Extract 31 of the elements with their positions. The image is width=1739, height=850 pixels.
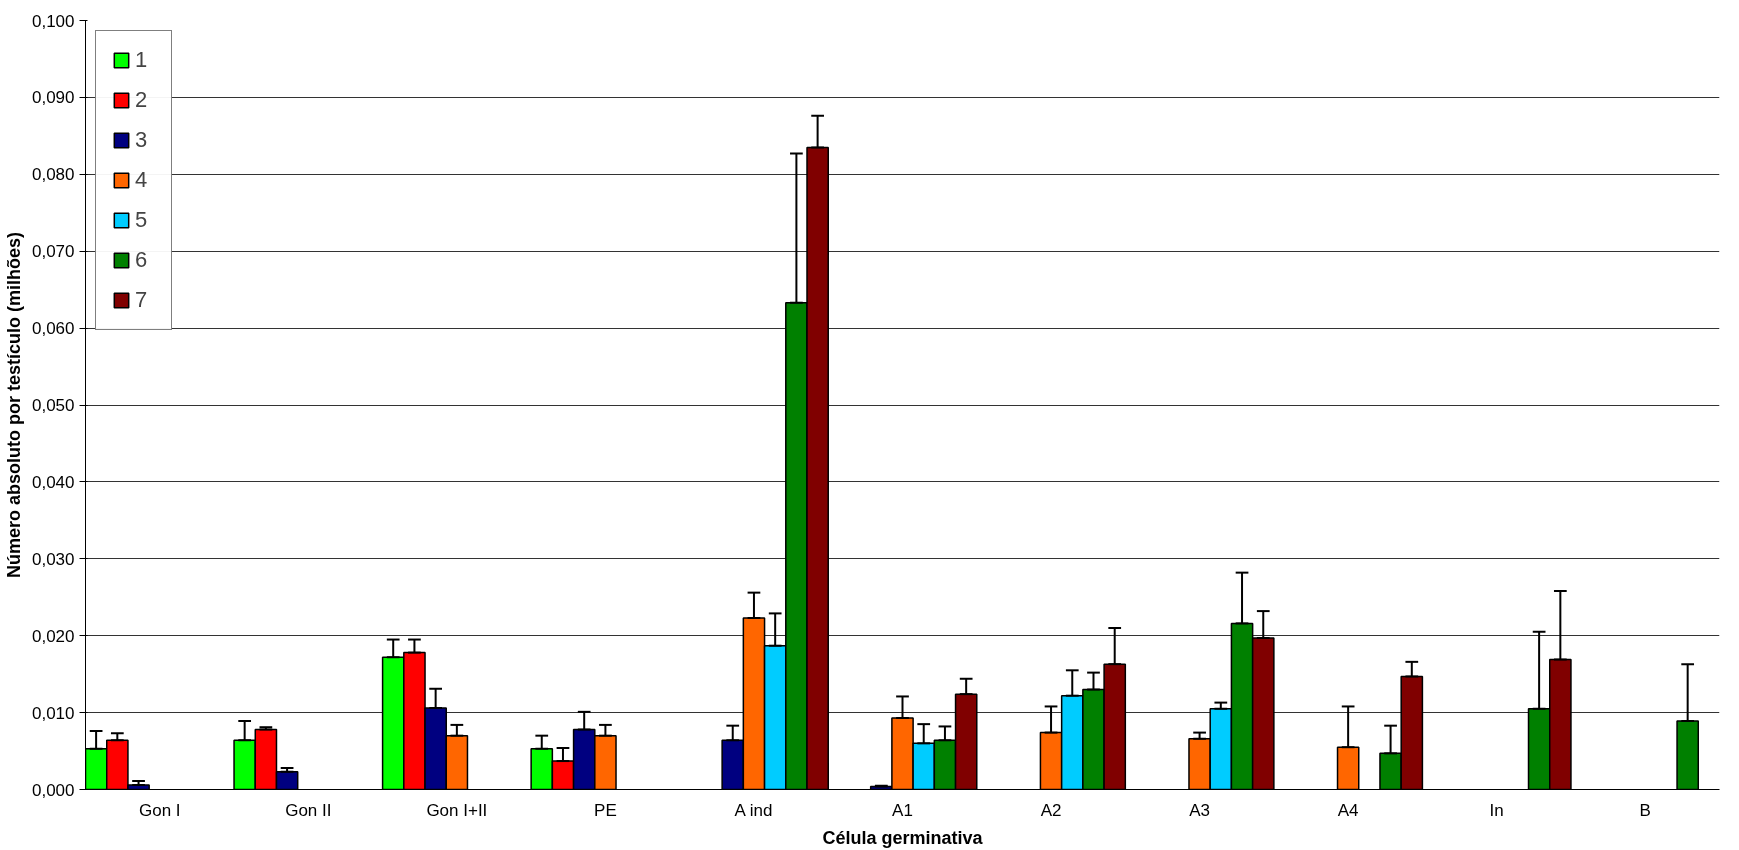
- x-tick-label: A1: [892, 800, 913, 820]
- x-axis-title: Célula germinativa: [822, 827, 984, 848]
- x-tick-label: B: [1639, 800, 1651, 820]
- x-tick-label: A2: [1040, 800, 1062, 820]
- y-tick-label: 0,060: [31, 319, 75, 339]
- legend-label: 5: [135, 207, 149, 233]
- x-tick-label: Gon I: [138, 800, 181, 820]
- x-tick-label: A ind: [734, 800, 773, 820]
- y-tick-label: 0,100: [31, 11, 75, 31]
- y-tick-label: 0,040: [31, 472, 75, 492]
- y-tick-label: 0,070: [31, 242, 75, 262]
- y-tick-label: 0,020: [31, 626, 75, 646]
- legend-label: 4: [135, 167, 149, 193]
- x-tick-label: Gon I+II: [426, 800, 488, 820]
- y-axis-title: Número absoluto por testículo (milhões): [3, 231, 24, 579]
- legend-label: 6: [135, 247, 149, 273]
- legend-label: 7: [135, 287, 149, 313]
- y-tick-label: 0,080: [31, 165, 75, 185]
- legend-label: 2: [135, 87, 149, 113]
- y-tick-label: 0,000: [31, 780, 75, 800]
- x-tick-label: PE: [594, 800, 617, 820]
- x-tick-label: Gon II: [285, 800, 332, 820]
- x-tick-label: A4: [1337, 800, 1359, 820]
- legend-label: 3: [135, 127, 149, 153]
- x-tick-label: A3: [1189, 800, 1210, 820]
- y-tick-label: 0,010: [31, 703, 75, 723]
- y-tick-label: 0,030: [31, 549, 75, 569]
- legend-label: 1: [135, 47, 149, 73]
- y-tick-label: 0,050: [31, 396, 75, 415]
- y-tick-label: 0,090: [31, 88, 75, 108]
- x-tick-label: In: [1489, 800, 1504, 820]
